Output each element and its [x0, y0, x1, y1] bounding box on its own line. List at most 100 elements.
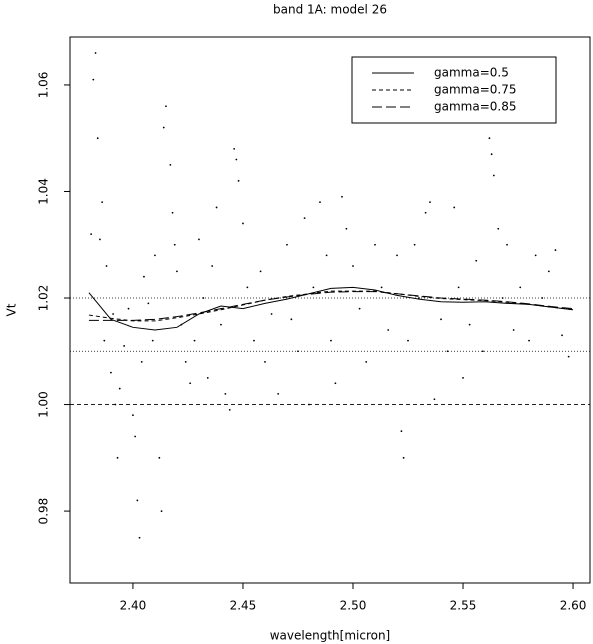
scatter-point: [418, 297, 420, 299]
scatter-point: [224, 392, 227, 395]
x-tick-label: 2.40: [120, 599, 147, 613]
scatter-point: [512, 329, 515, 331]
scatter-point: [303, 217, 306, 220]
scatter-point: [413, 243, 416, 246]
scatter-point: [184, 361, 187, 363]
legend-label: gamma=0.75: [434, 83, 516, 97]
chart-title: band 1A: model 26: [273, 3, 387, 17]
scatter-point: [259, 270, 262, 273]
scatter-point: [112, 313, 115, 315]
x-tick-label: 2.45: [230, 599, 257, 613]
scatter-point: [147, 302, 150, 305]
scatter-point: [92, 78, 95, 81]
scatter-point: [103, 339, 106, 342]
y-tick-label: 0.98: [37, 498, 51, 525]
scatter-point: [105, 265, 108, 267]
scatter-point: [547, 270, 550, 273]
scatter-point: [202, 297, 205, 299]
scatter-point: [101, 201, 104, 204]
scatter-point: [341, 195, 343, 198]
x-tick-label: 2.55: [450, 599, 477, 613]
scatter-point: [193, 339, 196, 342]
scatter-point: [534, 254, 537, 257]
scatter-point: [110, 371, 112, 374]
scatter-point: [446, 350, 449, 353]
y-tick-label: 1.02: [37, 285, 51, 312]
scatter-point: [433, 398, 436, 401]
scatter-point: [169, 163, 172, 166]
scatter-point: [114, 403, 117, 406]
scatter-point: [160, 510, 163, 512]
series-line: [88, 286, 574, 331]
scatter-point: [492, 174, 495, 177]
scatter-point: [242, 222, 244, 225]
scatter-point: [554, 249, 557, 251]
scatter-point: [380, 286, 383, 289]
scatter-point: [561, 334, 563, 337]
scatter-point: [407, 339, 409, 342]
legend-label: gamma=0.5: [434, 66, 509, 80]
scatter-point: [151, 339, 154, 342]
scatter-point: [400, 430, 403, 433]
scatter-point: [352, 265, 354, 267]
scatter-point: [162, 126, 165, 129]
scatter-point: [567, 355, 570, 358]
scatter-point: [468, 323, 471, 326]
series-line: [88, 291, 574, 321]
scatter-point: [253, 339, 255, 342]
scatter-point: [143, 275, 145, 278]
scatter-point: [319, 201, 321, 204]
scatter-point: [228, 408, 231, 411]
scatter-point: [297, 350, 299, 353]
scatter-point: [215, 206, 218, 209]
x-tick-label: 2.60: [560, 599, 587, 613]
scatter-point: [424, 211, 427, 214]
scatter-point: [541, 297, 544, 299]
scatter-point: [99, 238, 101, 241]
scatter-point: [286, 243, 288, 246]
scatter-point: [136, 499, 139, 502]
scatter-point: [138, 536, 141, 539]
scatter-point: [290, 318, 293, 321]
scatter-point: [312, 286, 315, 289]
scatter-point: [374, 243, 376, 246]
scatter-point: [365, 361, 368, 363]
scatter-point: [402, 456, 405, 459]
scatter-point: [118, 387, 121, 390]
scatter-point: [220, 323, 222, 326]
scatter-point: [501, 297, 504, 299]
scatter-point: [189, 382, 192, 385]
scatter-point: [325, 254, 328, 257]
y-axis-label: Vt: [5, 303, 19, 316]
scatter-point: [481, 350, 484, 353]
legend-label: gamma=0.85: [434, 100, 516, 114]
scatter-point: [211, 265, 214, 267]
scatter-point: [116, 456, 119, 459]
scatter-point: [270, 313, 273, 315]
scatter-point: [396, 254, 398, 257]
scatter-point: [154, 254, 156, 257]
scatter-point: [519, 286, 522, 289]
scatter-point: [429, 201, 431, 204]
scatter-point: [96, 137, 99, 140]
scatter-point: [206, 377, 209, 379]
scatter-point: [330, 339, 332, 342]
scatter-point: [176, 270, 178, 273]
scatter-point: [488, 137, 491, 140]
scatter-point: [506, 243, 508, 246]
scatter-point: [198, 238, 200, 241]
scatter-point: [123, 345, 126, 347]
scatter-point: [140, 361, 143, 363]
x-axis-label: wavelength[micron]: [270, 629, 391, 643]
scatter-point: [387, 329, 390, 331]
scatter-point: [127, 307, 130, 310]
scatter-point: [246, 286, 249, 289]
scatter-point: [345, 227, 348, 230]
y-tick-label: 1.00: [37, 391, 51, 418]
plot-frame: [69, 36, 591, 584]
scatter-point: [457, 286, 460, 289]
scatter-point: [90, 233, 93, 235]
series-line: [88, 290, 574, 322]
scatter-point: [134, 435, 137, 438]
